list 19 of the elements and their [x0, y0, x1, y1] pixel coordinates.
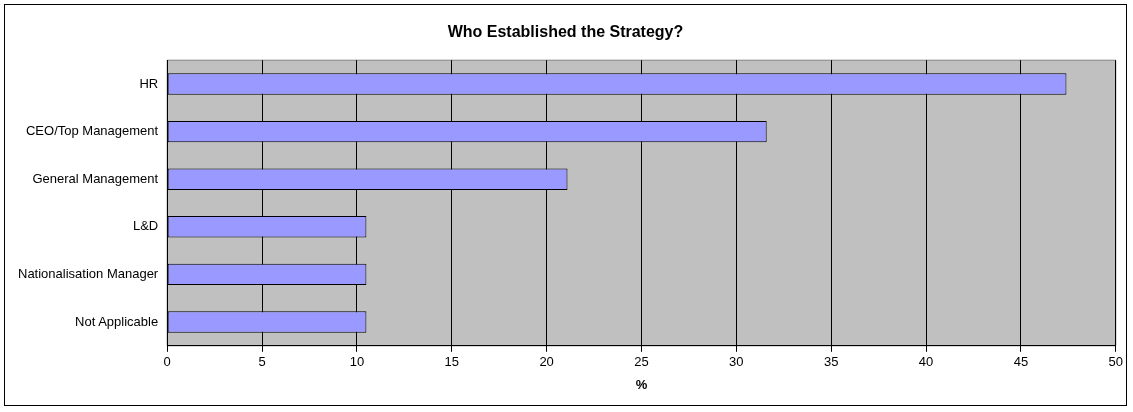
x-tick-label: 45 [1013, 354, 1029, 370]
x-tick-label: 0 [163, 354, 171, 370]
x-tick-label: 35 [823, 354, 839, 370]
x-tick-label: 5 [258, 354, 266, 370]
y-tick-label: General Management [32, 170, 159, 186]
x-tick-label: 20 [539, 354, 554, 370]
y-tick-label: Not Applicable [75, 313, 159, 329]
y-tick-label: L&D [132, 218, 159, 234]
x-axis-title: % [635, 376, 648, 392]
chart-title: Who Established the Strategy? [447, 23, 684, 41]
x-tick-label: 10 [349, 354, 365, 370]
x-tick-label: 40 [918, 354, 934, 370]
y-tick-label: Nationalisation Manager [17, 265, 159, 281]
x-tick-label: 15 [444, 354, 459, 370]
x-tick-label: 50 [1108, 354, 1123, 370]
y-tick-label: CEO/Top Management [25, 123, 159, 139]
y-tick-label: HR [139, 75, 159, 91]
x-tick-label: 30 [729, 354, 744, 370]
x-tick-label: 25 [634, 354, 649, 370]
